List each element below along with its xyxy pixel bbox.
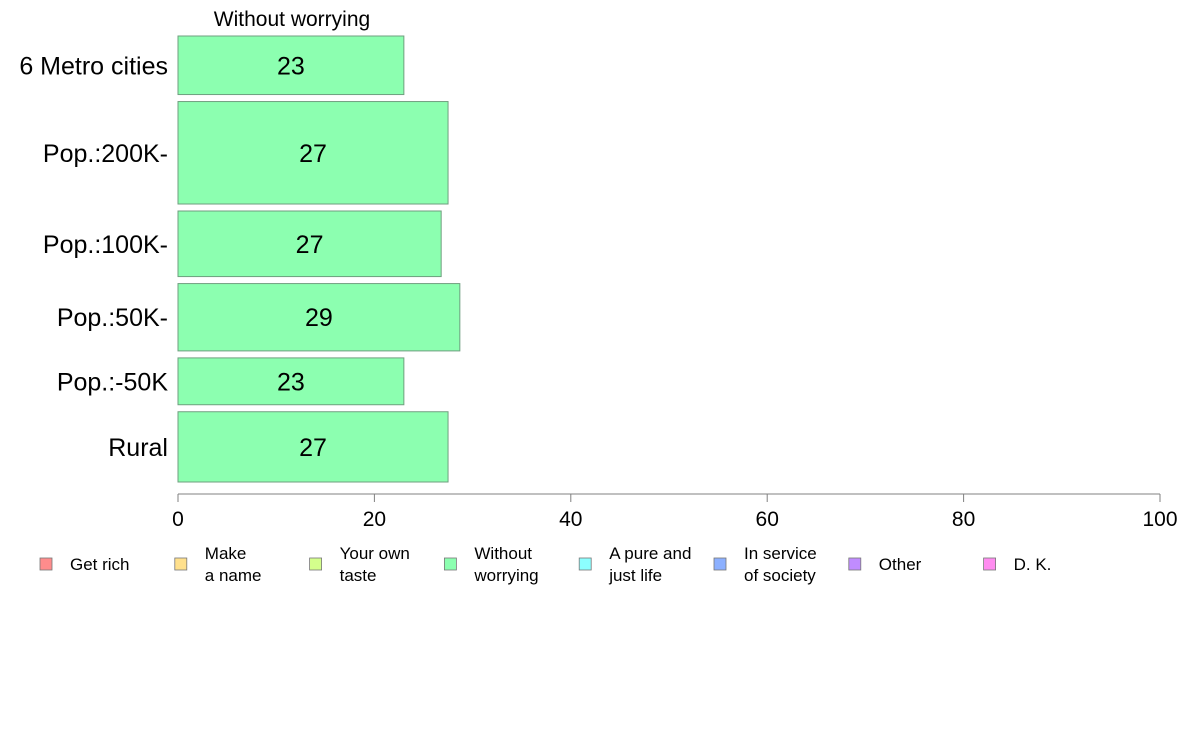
bar-value-label: 27 [299, 434, 327, 462]
legend-item: D. K. [983, 555, 1052, 574]
legend: Get rich Make a name Your own taste Without wo… [39, 544, 1052, 585]
legend-label: Other [879, 555, 922, 574]
chart-title: Without worrying [214, 8, 370, 31]
x-tick-label: 60 [756, 508, 779, 531]
bar-value-label: 23 [277, 368, 305, 396]
bar [177, 357, 405, 406]
bar [177, 283, 461, 352]
legend-swatch [309, 557, 323, 571]
category-label: 6 Metro cities [19, 52, 168, 80]
category-label: Pop.:-50K [57, 368, 169, 396]
x-axis: 0 20 40 60 80 100 [172, 493, 1178, 531]
x-tick-label: 100 [1142, 508, 1177, 531]
category-label: Pop.:200K- [43, 140, 168, 168]
value-labels: 23 27 27 29 23 27 [277, 52, 333, 462]
legend-swatch [443, 557, 457, 571]
x-tick-label: 80 [952, 508, 975, 531]
bars [177, 35, 461, 483]
bar-value-label: 23 [277, 52, 305, 80]
bar [177, 411, 449, 483]
legend-label: Without worrying [473, 544, 538, 585]
legend-label: In service of society [744, 544, 817, 585]
legend-item: Make a name [174, 544, 262, 585]
category-label: Rural [108, 434, 168, 462]
category-labels: 6 Metro cities Pop.:200K- Pop.:100K- Pop.:5… [19, 52, 168, 462]
bar [177, 35, 405, 96]
bar-value-label: 27 [296, 231, 324, 259]
legend-swatch [174, 557, 188, 571]
legend-swatch [983, 557, 996, 571]
bar [177, 101, 449, 205]
legend-item: Other [848, 555, 922, 574]
x-tick-label: 40 [559, 508, 582, 531]
bar-value-label: 29 [305, 304, 333, 332]
x-tick-label: 20 [363, 508, 386, 531]
category-label: Pop.:50K- [57, 304, 168, 332]
legend-item: Get rich [39, 555, 130, 574]
bar-value-label: 27 [299, 140, 327, 168]
legend-swatch [578, 557, 592, 571]
legend-item: In service of society [713, 544, 817, 585]
category-label: Pop.:100K- [43, 231, 168, 259]
legend-label: Make a name [205, 544, 262, 585]
legend-label: D. K. [1014, 555, 1052, 574]
legend-swatch [713, 557, 727, 571]
bar [177, 210, 442, 278]
legend-swatch [39, 557, 53, 571]
legend-swatch [848, 557, 862, 571]
x-tick-label: 0 [172, 508, 184, 531]
legend-label: A pure and just life [608, 544, 691, 585]
legend-item: Without worrying [443, 544, 539, 585]
legend-item: A pure and just life [578, 544, 691, 585]
legend-label: Get rich [70, 555, 130, 574]
legend-item: Your own taste [309, 544, 410, 585]
legend-label: Your own taste [340, 544, 410, 585]
